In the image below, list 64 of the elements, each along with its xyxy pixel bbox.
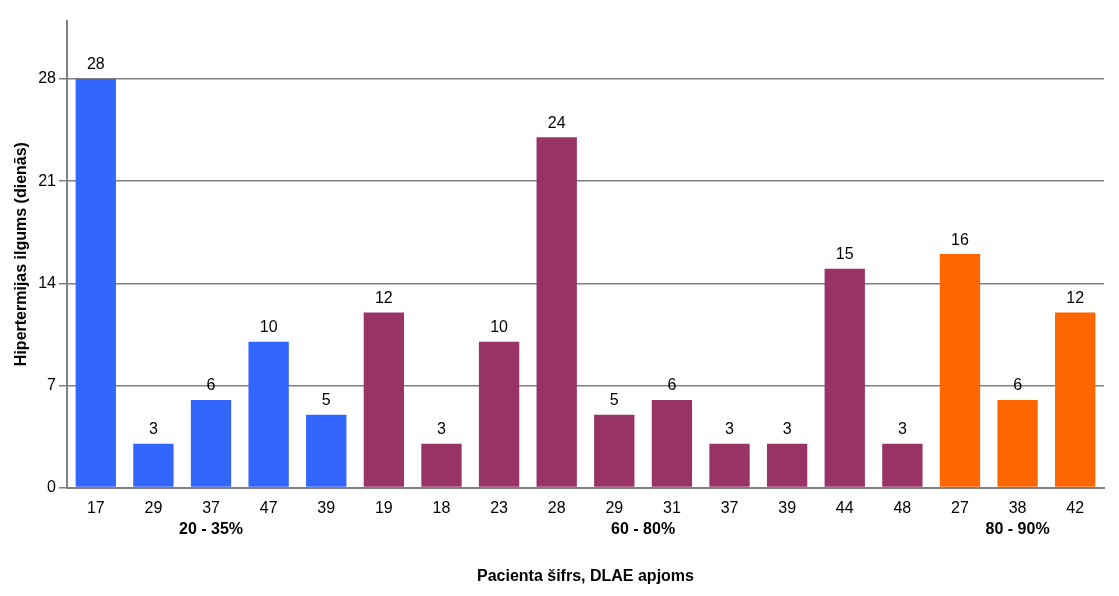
data-label: 6 bbox=[206, 376, 216, 394]
data-label: 15 bbox=[835, 245, 854, 263]
bar bbox=[248, 341, 289, 487]
x-tick-label: 47 bbox=[259, 498, 278, 516]
y-axis-title: Hipertermijas ilgums (dienās) bbox=[12, 142, 30, 367]
x-tick-label: 29 bbox=[144, 498, 163, 516]
bar bbox=[536, 137, 577, 487]
bar bbox=[306, 414, 347, 487]
y-tick-label: 0 bbox=[47, 478, 57, 496]
bar bbox=[882, 443, 923, 487]
bar bbox=[363, 312, 405, 487]
data-label: 10 bbox=[259, 318, 278, 336]
x-tick-label: 48 bbox=[893, 498, 912, 516]
data-label: 6 bbox=[667, 376, 677, 394]
x-tick-label: 28 bbox=[547, 498, 566, 516]
y-tick-label: 7 bbox=[47, 375, 57, 393]
bar bbox=[75, 78, 116, 487]
bar bbox=[709, 443, 750, 487]
x-tick-label: 39 bbox=[778, 498, 797, 516]
data-label: 3 bbox=[897, 420, 907, 438]
x-axis-title: Pacienta šifrs, DLAE apjoms bbox=[477, 566, 695, 584]
bar bbox=[478, 341, 520, 487]
text: 80 - 90% bbox=[985, 520, 1050, 538]
data-label: 6 bbox=[1013, 376, 1023, 394]
text: 60 - 80% bbox=[611, 520, 676, 538]
data-label: 28 bbox=[86, 55, 105, 73]
data-label: 10 bbox=[490, 318, 509, 336]
data-label: 3 bbox=[437, 420, 447, 438]
x-tick-label: 18 bbox=[432, 498, 451, 516]
y-tick-label: 28 bbox=[38, 69, 57, 87]
x-tick-label: 19 bbox=[374, 498, 393, 516]
data-label: 5 bbox=[321, 391, 331, 409]
bar bbox=[1055, 312, 1096, 487]
bar bbox=[651, 400, 693, 487]
x-tick-label: 44 bbox=[835, 498, 854, 516]
x-tick-label: 29 bbox=[605, 498, 624, 516]
x-tick-label: 42 bbox=[1066, 498, 1085, 516]
bar bbox=[766, 443, 808, 487]
text: 20 - 35% bbox=[179, 520, 244, 538]
bar bbox=[939, 254, 981, 487]
x-tick-label: 27 bbox=[951, 498, 969, 516]
bar bbox=[421, 443, 462, 487]
x-tick-label: 17 bbox=[86, 498, 105, 516]
bar bbox=[824, 268, 865, 487]
bar bbox=[997, 400, 1038, 487]
x-tick-label: 38 bbox=[1008, 498, 1027, 516]
x-tick-label: 39 bbox=[317, 498, 336, 516]
x-tick-label: 31 bbox=[663, 498, 681, 516]
bar bbox=[594, 414, 635, 487]
data-label: 3 bbox=[782, 420, 792, 438]
bar bbox=[190, 400, 232, 487]
data-label: 5 bbox=[609, 391, 619, 409]
data-label: 16 bbox=[951, 230, 969, 248]
data-label: 12 bbox=[374, 288, 393, 306]
bar bbox=[133, 443, 174, 487]
y-tick-label: 14 bbox=[38, 273, 57, 291]
x-tick-label: 37 bbox=[720, 498, 739, 516]
y-tick-label: 21 bbox=[38, 171, 57, 189]
data-label: 12 bbox=[1066, 288, 1085, 306]
x-tick-label: 37 bbox=[202, 498, 221, 516]
x-tick-label: 23 bbox=[490, 498, 509, 516]
data-label: 3 bbox=[725, 420, 735, 438]
data-label: 3 bbox=[148, 420, 158, 438]
data-label: 24 bbox=[547, 113, 566, 131]
